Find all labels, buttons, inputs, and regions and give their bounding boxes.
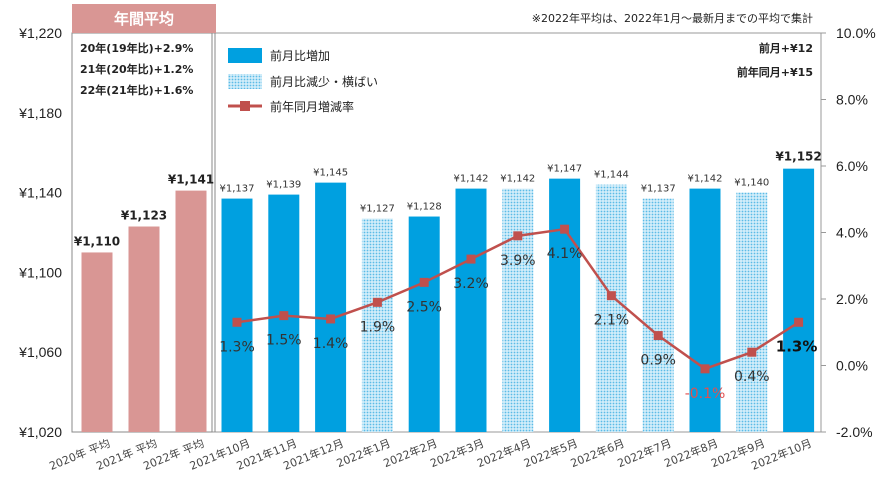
- bar-value-label: ¥1,145: [313, 168, 348, 179]
- y-right-tick-label: 6.0%: [836, 158, 868, 174]
- yoy-marker: [466, 254, 476, 264]
- bar-value-label: ¥1,128: [407, 202, 442, 213]
- bar-decrease: [361, 218, 393, 432]
- summary-yoy: 前年同月+¥15: [737, 65, 813, 79]
- yoy-value-label: 1.3%: [776, 337, 818, 355]
- yoy-marker: [232, 317, 242, 327]
- yoy-value-label: 1.4%: [313, 336, 349, 352]
- bar-labels: ¥1,110¥1,123 ¥1,141 ¥1,137 ¥1,139 ¥1,145 ¥1,1…: [74, 150, 822, 249]
- legend-label-line: 前年同月増減率: [270, 99, 354, 114]
- bar-value-label: ¥1,144: [594, 170, 629, 181]
- bar-value-label: ¥1,142: [500, 174, 535, 185]
- y-right-tick-label: 10.0%: [836, 25, 876, 41]
- bar-increase: [315, 182, 347, 432]
- yoy-value-label: 2.1%: [594, 313, 630, 329]
- y-right-tick-label: -2.0%: [836, 424, 873, 440]
- bar-increase: [408, 216, 440, 432]
- yoy-value-label: 0.9%: [640, 353, 676, 369]
- y-left-tick-label: ¥1,060: [18, 344, 62, 360]
- yoy-marker: [700, 364, 710, 374]
- annual-header: [72, 4, 216, 33]
- yoy-value-label: 1.3%: [219, 339, 255, 355]
- yoy-marker: [326, 314, 336, 324]
- yoy-value-label: -0.1%: [685, 386, 726, 402]
- bar-value-label: ¥1,147: [547, 164, 582, 175]
- legend-swatch-marker: [240, 101, 250, 111]
- y-left-tick-label: ¥1,100: [18, 264, 62, 280]
- yoy-value-label: 0.4%: [734, 369, 770, 385]
- bar-decrease: [595, 184, 627, 432]
- y-right-tick-label: 2.0%: [836, 291, 868, 307]
- legend-label-increase: 前月比増加: [270, 48, 330, 63]
- bar-annual: [128, 226, 160, 432]
- bar-increase: [689, 188, 721, 432]
- yoy-value-label: 3.9%: [500, 253, 536, 269]
- bar-increase: [783, 168, 815, 432]
- yoy-marker: [747, 347, 757, 357]
- bar-value-label: ¥1,137: [220, 184, 255, 195]
- yoy-value-label: 1.9%: [360, 319, 396, 335]
- legend-swatch-decrease: [228, 74, 262, 89]
- y-left-tick-label: ¥1,140: [18, 185, 62, 201]
- bar-value-label: ¥1,127: [360, 204, 395, 215]
- yoy-value-label: 3.2%: [453, 276, 489, 292]
- yoy-line: 1.3% 1.5% 1.4% 1.9% 2.5% 3.2% 3.9% 4.1% 2.1% 0.9%…: [219, 224, 818, 402]
- bar-decrease: [642, 198, 674, 432]
- note-text: ※2022年平均は、2022年1月～最新月までの平均で集計: [532, 11, 813, 25]
- legend: 前月比増加 前月比減少・横ばい 前年同月増減率: [228, 48, 378, 114]
- annual-line-2: 21年(20年比)+1.2%: [80, 62, 193, 76]
- yoy-marker: [279, 311, 289, 321]
- legend-swatch-increase: [228, 48, 262, 63]
- bar-decrease: [736, 192, 768, 432]
- yoy-value-label: 2.5%: [406, 299, 442, 315]
- bar-value-label: ¥1,142: [454, 174, 489, 185]
- yoy-marker: [606, 291, 616, 301]
- bar-value-label: ¥1,140: [734, 178, 769, 189]
- annual-line-1: 20年(19年比)+2.9%: [80, 41, 193, 55]
- bar-annual: [175, 190, 207, 432]
- bar-increase: [221, 198, 253, 432]
- bar-decrease: [502, 188, 534, 432]
- y-right-tick-label: 4.0%: [836, 225, 868, 241]
- bar-increase: [455, 188, 487, 432]
- yoy-marker: [372, 297, 382, 307]
- yoy-marker: [419, 277, 429, 287]
- yoy-marker: [513, 231, 523, 241]
- yoy-value-label: 4.1%: [547, 246, 583, 262]
- yoy-marker: [560, 224, 570, 234]
- annual-line-3: 22年(21年比)+1.6%: [80, 83, 193, 97]
- bar-value-label: ¥1,137: [641, 184, 676, 195]
- y-left-tick-label: ¥1,220: [18, 25, 62, 41]
- bars: [81, 168, 815, 432]
- y-right-tick-label: 8.0%: [836, 92, 868, 108]
- y-right-tick-label: 0.0%: [836, 358, 868, 374]
- yoy-value-label: 1.5%: [266, 333, 302, 349]
- bar-annual: [81, 252, 113, 432]
- bar-value-label: ¥1,110: [74, 234, 120, 248]
- summary-mom: 前月+¥12: [759, 41, 813, 55]
- bar-value-label: ¥1,141: [168, 173, 214, 187]
- y-left-tick-label: ¥1,180: [18, 105, 62, 121]
- annual-title: 年間平均: [114, 10, 174, 28]
- y-left-tick-label: ¥1,020: [18, 424, 62, 440]
- y-axis-left: ¥1,020 ¥1,060 ¥1,100 ¥1,140 ¥1,180 ¥1,220: [18, 25, 62, 440]
- legend-label-decrease: 前月比減少・横ばい: [270, 74, 378, 89]
- bar-value-label: ¥1,142: [688, 174, 723, 185]
- bar-value-label: ¥1,139: [266, 180, 301, 191]
- yoy-marker: [653, 331, 663, 341]
- bar-value-label: ¥1,123: [121, 209, 167, 223]
- y-axis-right: -2.0% 0.0% 2.0% 4.0% 6.0% 8.0% 10.0%: [821, 25, 876, 440]
- bar-increase: [549, 178, 581, 432]
- yoy-marker: [794, 317, 804, 327]
- bar-value-label: ¥1,152: [775, 150, 821, 164]
